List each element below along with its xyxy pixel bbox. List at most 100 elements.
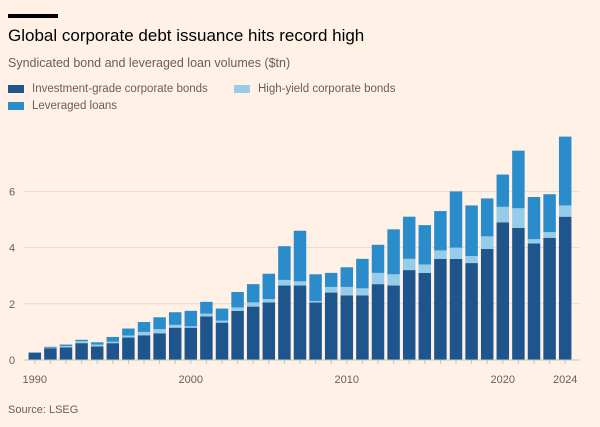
bar-segment-leveraged-loans-2002 — [215, 308, 229, 321]
bar-segment-high-yield-corporate-bonds-2007 — [293, 281, 307, 286]
bar-segment-investment-grade-corporate-bonds-2014 — [402, 270, 416, 360]
bar-segment-leveraged-loans-2023 — [543, 194, 556, 233]
bar-segment-investment-grade-corporate-bonds-2007 — [293, 285, 307, 360]
y-tick-label: 6 — [9, 186, 15, 198]
bar-segment-leveraged-loans-2008 — [309, 274, 322, 301]
bar-segment-investment-grade-corporate-bonds-2012 — [371, 284, 385, 360]
bar-segment-leveraged-loans-2001 — [200, 301, 213, 314]
bar-segment-investment-grade-corporate-bonds-1996 — [122, 337, 135, 360]
y-tick-label: 4 — [9, 243, 15, 255]
bar-segment-leveraged-loans-2003 — [231, 291, 244, 308]
bar-segment-investment-grade-corporate-bonds-2004 — [246, 306, 260, 360]
bar-segment-leveraged-loans-1995 — [106, 336, 120, 342]
legend-swatch — [8, 102, 24, 110]
chart-subtitle: Syndicated bond and leveraged loan volum… — [8, 56, 291, 70]
bar-segment-investment-grade-corporate-bonds-2018 — [465, 263, 478, 360]
bar-segment-high-yield-corporate-bonds-1994 — [90, 344, 104, 347]
bar-segment-high-yield-corporate-bonds-2009 — [324, 286, 338, 293]
bar-segment-leveraged-loans-2016 — [434, 211, 447, 251]
x-tick-label: 2010 — [335, 374, 359, 386]
bar-segment-investment-grade-corporate-bonds-1990 — [28, 352, 42, 360]
header-rule — [8, 14, 58, 18]
bar-segment-high-yield-corporate-bonds-2010 — [340, 286, 354, 296]
bar-segment-high-yield-corporate-bonds-2003 — [231, 307, 244, 311]
bar-segment-high-yield-corporate-bonds-1995 — [106, 341, 120, 344]
bar-segment-high-yield-corporate-bonds-1996 — [122, 335, 135, 338]
legend-item-leveraged-loans: Leveraged loans — [8, 100, 117, 112]
bar-segment-high-yield-corporate-bonds-2018 — [465, 256, 478, 264]
legend-label: Leveraged loans — [32, 100, 118, 112]
bar-segment-investment-grade-corporate-bonds-2001 — [200, 316, 213, 360]
bar-segment-leveraged-loans-2010 — [340, 267, 354, 287]
bar-segment-investment-grade-corporate-bonds-1992 — [59, 347, 73, 360]
chart-title: Global corporate debt issuance hits reco… — [8, 26, 365, 45]
bar-segment-investment-grade-corporate-bonds-2020 — [496, 222, 510, 360]
bar-segment-high-yield-corporate-bonds-2016 — [434, 250, 447, 259]
bar-segment-leveraged-loans-2011 — [356, 258, 369, 289]
bar-segment-leveraged-loans-2015 — [418, 225, 432, 265]
bar-segment-high-yield-corporate-bonds-1998 — [153, 329, 166, 334]
bar-segment-leveraged-loans-2014 — [402, 216, 416, 259]
bar-segment-high-yield-corporate-bonds-2011 — [356, 288, 369, 296]
x-tick-label: 2000 — [179, 374, 203, 386]
bar-segment-leveraged-loans-1991 — [44, 346, 57, 348]
bar-segment-high-yield-corporate-bonds-1993 — [75, 341, 88, 344]
bar-segment-high-yield-corporate-bonds-2020 — [496, 206, 510, 223]
x-tick-label: 2020 — [491, 374, 515, 386]
bar-segment-investment-grade-corporate-bonds-2003 — [231, 310, 244, 360]
bar-segment-investment-grade-corporate-bonds-1995 — [106, 343, 120, 360]
bar-segment-high-yield-corporate-bonds-2023 — [543, 232, 556, 238]
bar-segment-investment-grade-corporate-bonds-1994 — [90, 346, 104, 360]
bar-segment-high-yield-corporate-bonds-2022 — [527, 239, 541, 244]
bar-segment-investment-grade-corporate-bonds-2017 — [449, 258, 463, 360]
source-note: Source: LSEG — [8, 404, 79, 416]
bar-segment-high-yield-corporate-bonds-2005 — [262, 299, 276, 303]
bar-segment-leveraged-loans-2019 — [480, 198, 494, 237]
bar-segment-investment-grade-corporate-bonds-2019 — [480, 249, 494, 360]
bar-segment-investment-grade-corporate-bonds-2002 — [215, 322, 229, 360]
bar-segment-investment-grade-corporate-bonds-2022 — [527, 243, 541, 360]
bar-segment-leveraged-loans-2018 — [465, 205, 478, 257]
bar-segment-high-yield-corporate-bonds-1999 — [168, 324, 182, 328]
bar-segment-investment-grade-corporate-bonds-2006 — [278, 285, 291, 360]
bar-segment-investment-grade-corporate-bonds-2024 — [558, 216, 572, 360]
bar-segment-leveraged-loans-2007 — [293, 230, 307, 282]
bar-segment-high-yield-corporate-bonds-2024 — [558, 205, 572, 217]
bar-segment-leveraged-loans-2022 — [527, 197, 541, 240]
bar-segment-high-yield-corporate-bonds-2002 — [215, 320, 229, 323]
bar-segment-leveraged-loans-2009 — [324, 272, 338, 287]
bar-segment-investment-grade-corporate-bonds-1997 — [137, 335, 151, 360]
bar-segment-high-yield-corporate-bonds-2008 — [309, 300, 322, 303]
bar-segment-investment-grade-corporate-bonds-1991 — [44, 348, 57, 360]
y-tick-label: 0 — [9, 355, 15, 367]
bar-segment-leveraged-loans-1996 — [122, 328, 135, 336]
legend-item-high-yield: High-yield corporate bonds — [234, 83, 395, 95]
legend-swatch — [8, 85, 24, 93]
bar-segment-leveraged-loans-1992 — [59, 344, 73, 346]
bar-segment-leveraged-loans-2005 — [262, 273, 276, 300]
bar-segment-high-yield-corporate-bonds-2012 — [371, 272, 385, 285]
bar-segment-high-yield-corporate-bonds-2013 — [387, 274, 400, 286]
bar-segment-leveraged-loans-2004 — [246, 284, 260, 303]
x-tick-label: 2024 — [553, 374, 577, 386]
bar-segment-investment-grade-corporate-bonds-2021 — [512, 227, 525, 360]
bar-segment-investment-grade-corporate-bonds-2009 — [324, 292, 338, 360]
bar-segment-leveraged-loans-2021 — [512, 150, 525, 209]
bar-segment-leveraged-loans-2020 — [496, 174, 510, 207]
bar-segment-investment-grade-corporate-bonds-2000 — [184, 327, 198, 360]
bar-segment-investment-grade-corporate-bonds-1999 — [168, 327, 182, 360]
bar-segment-investment-grade-corporate-bonds-1993 — [75, 343, 88, 360]
bar-segment-leveraged-loans-1997 — [137, 322, 151, 332]
bar-segment-investment-grade-corporate-bonds-1998 — [153, 333, 166, 360]
bar-segment-investment-grade-corporate-bonds-2016 — [434, 258, 447, 360]
bar-segment-investment-grade-corporate-bonds-2023 — [543, 237, 556, 360]
bar-segment-high-yield-corporate-bonds-2017 — [449, 247, 463, 259]
bar-segment-high-yield-corporate-bonds-1992 — [59, 345, 73, 348]
bar-segment-high-yield-corporate-bonds-1991 — [44, 347, 57, 349]
bar-segment-leveraged-loans-2012 — [371, 244, 385, 273]
x-tick-label: 1990 — [23, 374, 47, 386]
bar-segment-leveraged-loans-1999 — [168, 312, 182, 325]
legend-label: Investment-grade corporate bonds — [32, 83, 208, 95]
bar-segment-high-yield-corporate-bonds-2000 — [184, 326, 198, 328]
bar-segment-leveraged-loans-2000 — [184, 310, 198, 327]
